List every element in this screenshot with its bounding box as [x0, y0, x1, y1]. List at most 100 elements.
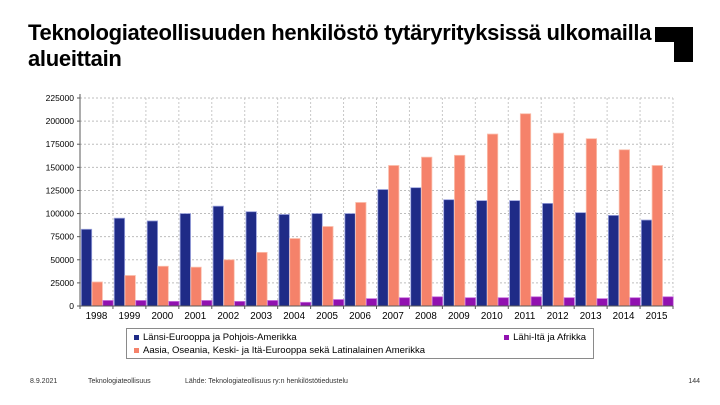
bar-lansi-eurooppa-ja-pohjois-amerikka-2011: [509, 200, 521, 307]
legend-swatch-lansi-eurooppa: [134, 335, 139, 340]
bar-lansi-eurooppa-ja-pohjois-amerikka-2007: [377, 189, 389, 307]
teknologiateollisuus-logo: [655, 27, 693, 63]
footer-source: Lähde: Teknologiateollisuus ry:n henkilö…: [185, 378, 348, 385]
x-tick-label: 2001: [184, 311, 206, 322]
x-tick-label: 2004: [283, 311, 305, 322]
bar-lansi-eurooppa-ja-pohjois-amerikka-2014: [608, 214, 620, 307]
y-tick-label: 125000: [46, 185, 75, 195]
bar-aasia-oseania-kie-ja-latinalainen-amerikka-2013: [585, 138, 598, 307]
bar-lansi-eurooppa-ja-pohjois-amerikka-2000: [146, 220, 158, 307]
bar-lahi-ita-ja-afrikka-1998: [102, 300, 114, 307]
bar-lahi-ita-ja-afrikka-1999: [135, 300, 147, 307]
legend-item-lahi-ita: Lähi-Itä ja Afrikka: [504, 332, 586, 343]
bar-lansi-eurooppa-ja-pohjois-amerikka-2002: [212, 205, 224, 307]
x-tick-label: 1998: [86, 311, 108, 322]
bar-lahi-ita-ja-afrikka-2007: [398, 297, 411, 307]
x-tick-label: 2000: [151, 311, 173, 322]
bar-lahi-ita-ja-afrikka-2000: [168, 300, 180, 307]
bar-lahi-ita-ja-afrikka-2009: [464, 297, 476, 307]
slide-footer: 8.9.2021 Teknologiateollisuus Lähde: Tek…: [0, 378, 720, 392]
footer-page-number: 144: [688, 378, 700, 385]
bar-aasia-oseania-kie-ja-latinalainen-amerikka-2015: [651, 165, 663, 307]
bar-lahi-ita-ja-afrikka-2008: [431, 296, 444, 307]
bar-aasia-oseania-kie-ja-latinalainen-amerikka-2011: [519, 113, 532, 307]
y-tick-label: 225000: [46, 93, 75, 103]
x-tick-label: 2007: [382, 311, 404, 322]
legend-item-lansi-eurooppa: Länsi-Eurooppa ja Pohjois-Amerikka: [134, 332, 297, 343]
bar-aasia-oseania-kie-ja-latinalainen-amerikka-2009: [454, 154, 466, 307]
chart-legend: Länsi-Eurooppa ja Pohjois-Amerikka Lähi-…: [126, 328, 594, 359]
legend-swatch-aasia: [134, 348, 139, 353]
bar-lahi-ita-ja-afrikka-2011: [530, 296, 542, 307]
logo-bar-vertical: [674, 27, 693, 62]
x-tick-label: 2008: [415, 311, 437, 322]
bar-lahi-ita-ja-afrikka-2014: [629, 297, 641, 307]
bar-aasia-oseania-kie-ja-latinalainen-amerikka-2002: [223, 259, 235, 307]
y-tick-label: 175000: [46, 139, 75, 149]
x-tick-label: 2009: [448, 311, 470, 322]
x-tick-label: 2003: [250, 311, 272, 322]
bar-aasia-oseania-kie-ja-latinalainen-amerikka-2003: [256, 251, 268, 307]
footer-date: 8.9.2021: [30, 378, 58, 385]
bar-lansi-eurooppa-ja-pohjois-amerikka-2003: [245, 211, 257, 307]
bar-lahi-ita-ja-afrikka-2013: [596, 298, 608, 307]
bar-lansi-eurooppa-ja-pohjois-amerikka-1998: [80, 228, 93, 307]
bar-aasia-oseania-kie-ja-latinalainen-amerikka-2014: [618, 149, 630, 307]
y-tick-label: 25000: [50, 278, 74, 288]
bar-lahi-ita-ja-afrikka-2001: [201, 300, 213, 307]
x-tick-label: 2011: [514, 311, 535, 322]
x-tick-label: 2005: [316, 311, 338, 322]
bar-aasia-oseania-kie-ja-latinalainen-amerikka-2012: [552, 132, 565, 307]
bar-lahi-ita-ja-afrikka-2004: [300, 301, 312, 307]
bar-aasia-oseania-kie-ja-latinalainen-amerikka-2006: [355, 202, 367, 307]
x-tick-label: 1999: [119, 311, 141, 322]
bar-lansi-eurooppa-ja-pohjois-amerikka-2013: [575, 212, 587, 307]
bar-lansi-eurooppa-ja-pohjois-amerikka-2004: [278, 214, 290, 307]
legend-item-aasia: Aasia, Oseania, Keski- ja Itä-Eurooppa s…: [134, 345, 425, 356]
bar-lansi-eurooppa-ja-pohjois-amerikka-2015: [640, 219, 653, 307]
bar-aasia-oseania-kie-ja-latinalainen-amerikka-2000: [157, 265, 169, 307]
bar-lahi-ita-ja-afrikka-2003: [267, 300, 279, 307]
x-tick-label: 2013: [580, 311, 602, 322]
y-tick-label: 0: [69, 301, 74, 311]
y-tick-label: 150000: [46, 162, 75, 172]
y-tick-label: 200000: [46, 116, 75, 126]
bar-lansi-eurooppa-ja-pohjois-amerikka-2010: [476, 200, 488, 307]
bar-aasia-oseania-kie-ja-latinalainen-amerikka-2008: [421, 156, 433, 307]
bar-aasia-oseania-kie-ja-latinalainen-amerikka-1998: [91, 281, 103, 307]
slide-title: Teknologiateollisuuden henkilöstö tytäry…: [28, 20, 652, 72]
bar-lansi-eurooppa-ja-pohjois-amerikka-2009: [443, 199, 455, 307]
bar-lahi-ita-ja-afrikka-2006: [365, 298, 378, 307]
x-tick-label: 2006: [349, 311, 371, 322]
legend-swatch-lahi-ita: [504, 335, 510, 340]
bar-lansi-eurooppa-ja-pohjois-amerikka-1999: [113, 217, 126, 307]
bar-lahi-ita-ja-afrikka-2010: [497, 297, 509, 307]
bar-aasia-oseania-kie-ja-latinalainen-amerikka-2001: [190, 266, 202, 307]
legend-label-lansi-eurooppa: Länsi-Eurooppa ja Pohjois-Amerikka: [143, 332, 297, 343]
footer-company: Teknologiateollisuus: [88, 378, 151, 385]
bar-lansi-eurooppa-ja-pohjois-amerikka-2008: [410, 187, 422, 307]
bar-lahi-ita-ja-afrikka-2015: [662, 296, 674, 307]
bar-lahi-ita-ja-afrikka-2002: [234, 300, 246, 307]
legend-row-2: Aasia, Oseania, Keski- ja Itä-Eurooppa s…: [134, 344, 586, 357]
legend-label-lahi-ita: Lähi-Itä ja Afrikka: [513, 332, 586, 343]
bar-lahi-ita-ja-afrikka-2005: [333, 299, 345, 307]
bar-lansi-eurooppa-ja-pohjois-amerikka-2001: [179, 213, 191, 307]
x-tick-label: 2010: [481, 311, 503, 322]
bar-aasia-oseania-kie-ja-latinalainen-amerikka-2005: [322, 226, 334, 307]
bar-aasia-oseania-kie-ja-latinalainen-amerikka-2010: [486, 133, 499, 307]
bar-aasia-oseania-kie-ja-latinalainen-amerikka-2004: [289, 238, 301, 307]
legend-label-aasia: Aasia, Oseania, Keski- ja Itä-Eurooppa s…: [143, 345, 425, 356]
x-tick-label: 2012: [547, 311, 569, 322]
bar-lahi-ita-ja-afrikka-2012: [563, 297, 575, 307]
y-tick-label: 75000: [50, 232, 74, 242]
x-tick-label: 2014: [613, 311, 635, 322]
x-tick-label: 2015: [646, 311, 668, 322]
bar-aasia-oseania-kie-ja-latinalainen-amerikka-2007: [388, 165, 400, 307]
x-tick-label: 2002: [217, 311, 239, 322]
bar-lansi-eurooppa-ja-pohjois-amerikka-2005: [311, 213, 323, 307]
legend-row-1: Länsi-Eurooppa ja Pohjois-Amerikka Lähi-…: [134, 331, 586, 344]
bar-lansi-eurooppa-ja-pohjois-amerikka-2012: [542, 202, 554, 307]
bar-aasia-oseania-kie-ja-latinalainen-amerikka-1999: [124, 275, 136, 307]
